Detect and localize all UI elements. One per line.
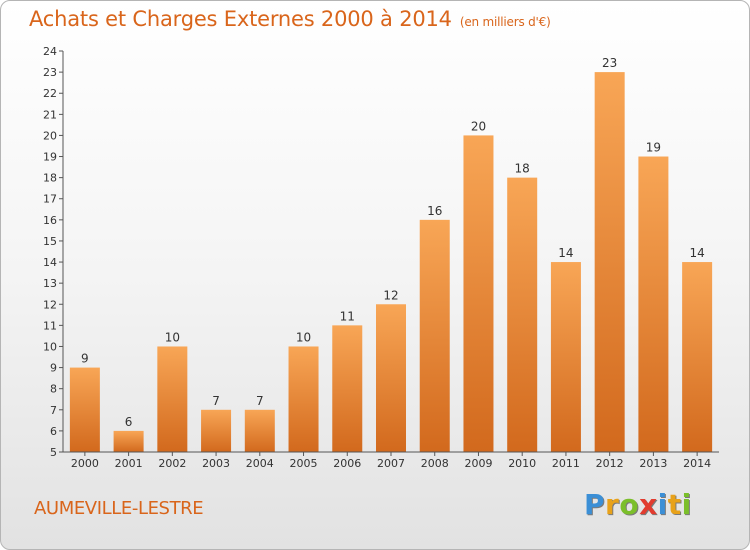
data-label: 14 xyxy=(558,246,573,260)
y-tick-label: 22 xyxy=(43,87,57,100)
logo-letter: o xyxy=(619,488,640,521)
data-label: 7 xyxy=(256,394,264,408)
x-tick-label: 2006 xyxy=(333,457,361,470)
y-tick-label: 6 xyxy=(50,425,57,438)
chart-title-text: Achats et Charges Externes 2000 à 2014 xyxy=(29,7,452,31)
y-tick-label: 13 xyxy=(43,277,57,290)
logo-letter: x xyxy=(639,488,658,521)
y-axis: 5 6 7 8 9 10 11 12 13 14 15 16 17 18 19 20 21 22 23 24 xyxy=(43,45,64,459)
logo-letter: i xyxy=(657,488,668,521)
x-tick-label: 2014 xyxy=(683,457,711,470)
data-label: 20 xyxy=(471,119,486,133)
chart-subtitle: (en milliers d'€) xyxy=(459,15,551,29)
bar-2000[interactable] xyxy=(69,367,100,452)
x-tick-label: 2004 xyxy=(246,457,274,470)
x-tick-label: 2001 xyxy=(115,457,143,470)
logo-letter: P xyxy=(584,488,606,521)
bar-2011[interactable] xyxy=(550,262,581,452)
bar-2014[interactable] xyxy=(682,262,713,452)
y-tick-label: 20 xyxy=(43,129,57,142)
data-labels: 9 6 10 7 7 10 11 12 16 20 18 14 23 19 14 xyxy=(81,56,705,429)
logo-letter: i xyxy=(681,488,692,521)
x-tick-label: 2003 xyxy=(202,457,230,470)
data-label: 10 xyxy=(296,330,311,344)
bar-2001[interactable] xyxy=(113,430,144,452)
data-label: 19 xyxy=(646,141,661,155)
y-tick-label: 5 xyxy=(50,446,57,459)
bar-2013[interactable] xyxy=(638,156,669,453)
bars xyxy=(69,72,713,453)
bar-2003[interactable] xyxy=(201,409,232,452)
bar-2004[interactable] xyxy=(244,409,275,452)
y-tick-label: 18 xyxy=(43,172,57,185)
data-label: 18 xyxy=(515,162,530,176)
x-tick-label: 2011 xyxy=(552,457,580,470)
chart-title: Achats et Charges Externes 2000 à 2014 (e… xyxy=(29,7,551,31)
x-axis: 2000 2001 2002 2003 2004 2005 2006 2007 2008 2009… xyxy=(63,451,719,470)
x-tick-label: 2009 xyxy=(464,457,492,470)
y-tick-label: 21 xyxy=(43,108,57,121)
data-label: 11 xyxy=(340,309,355,323)
bar-2007[interactable] xyxy=(376,304,406,452)
y-tick-label: 17 xyxy=(43,193,57,206)
y-tick-label: 16 xyxy=(43,214,57,227)
logo-letter: r xyxy=(605,488,620,521)
bar-2002[interactable] xyxy=(157,346,188,452)
x-tick-label: 2008 xyxy=(421,457,449,470)
y-tick-label: 19 xyxy=(43,151,57,164)
x-tick-label: 2010 xyxy=(508,457,536,470)
x-tick-label: 2007 xyxy=(377,457,405,470)
data-label: 7 xyxy=(212,394,220,408)
bar-2005[interactable] xyxy=(288,346,319,452)
y-tick-label: 11 xyxy=(43,319,57,332)
logo-letter: t xyxy=(667,488,682,521)
bar-2008[interactable] xyxy=(419,219,450,452)
bar-2010[interactable] xyxy=(507,177,538,452)
data-label: 23 xyxy=(602,56,617,70)
bar-2006[interactable] xyxy=(332,325,363,452)
data-label: 12 xyxy=(383,288,398,302)
x-tick-label: 2013 xyxy=(639,457,667,470)
x-tick-label: 2012 xyxy=(596,457,624,470)
bar-2012[interactable] xyxy=(594,72,625,453)
data-label: 14 xyxy=(689,246,704,260)
data-label: 16 xyxy=(427,204,442,218)
x-tick-label: 2002 xyxy=(158,457,186,470)
location-name: AUMEVILLE-LESTRE xyxy=(34,498,204,519)
y-tick-label: 7 xyxy=(50,404,57,417)
x-tick-label: 2000 xyxy=(71,457,99,470)
proxiti-logo[interactable]: Proxiti xyxy=(584,488,692,521)
y-tick-label: 9 xyxy=(50,362,57,375)
y-tick-label: 12 xyxy=(43,298,57,311)
y-tick-label: 15 xyxy=(43,235,57,248)
bar-2009[interactable] xyxy=(463,135,494,452)
y-tick-label: 8 xyxy=(50,383,57,396)
y-tick-label: 14 xyxy=(43,256,57,269)
y-tick-label: 24 xyxy=(43,45,57,58)
data-label: 9 xyxy=(81,352,89,366)
y-tick-label: 10 xyxy=(43,340,57,353)
y-tick-label: 23 xyxy=(43,66,57,79)
data-label: 10 xyxy=(165,330,180,344)
data-label: 6 xyxy=(125,415,133,429)
x-tick-label: 2005 xyxy=(290,457,318,470)
